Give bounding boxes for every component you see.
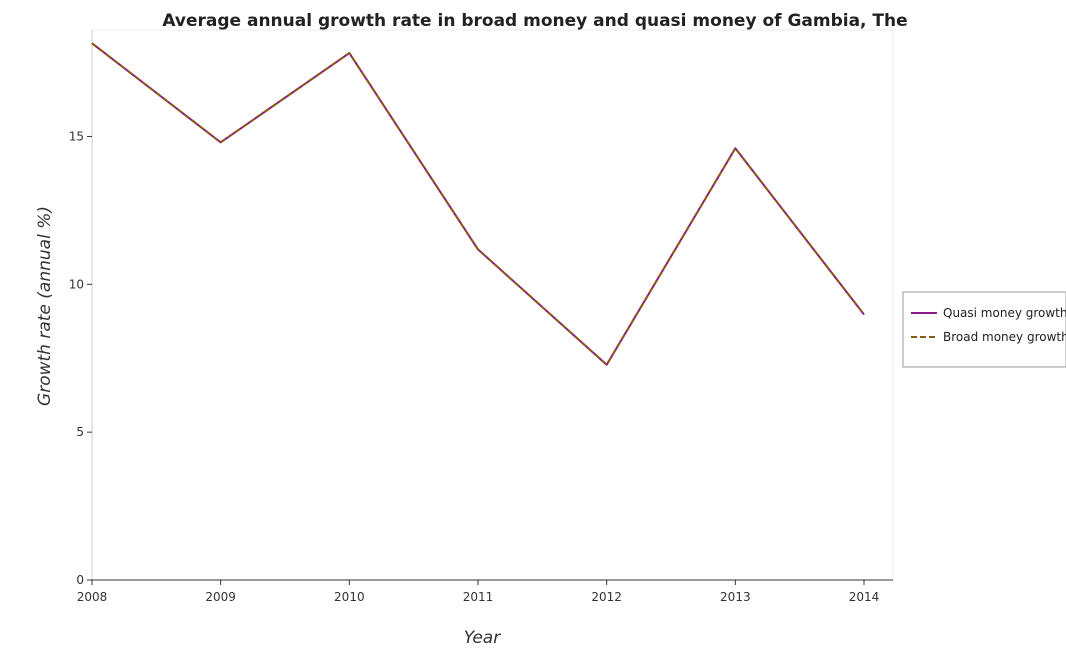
x-tick-label: 2014 <box>849 590 880 604</box>
y-tick-label: 0 <box>76 573 84 587</box>
y-axis-title: Growth rate (annual %) <box>35 206 55 406</box>
y-tick-label: 5 <box>76 425 84 439</box>
series-line-broad-money <box>91 42 865 366</box>
chart-title: Average annual growth rate in broad mone… <box>162 11 907 31</box>
x-tick-label: 2011 <box>463 590 494 604</box>
y-tick-label: 10 <box>69 277 84 291</box>
legend: Quasi money growth Broad money growth <box>902 291 1066 368</box>
legend-label-broad: Broad money growth <box>943 330 1066 344</box>
x-tick-label: 2010 <box>334 590 365 604</box>
x-tick-label: 2013 <box>720 590 751 604</box>
series-line-quasi-money <box>91 42 865 366</box>
y-tick-label: 15 <box>69 129 84 143</box>
x-axis-title: Year <box>464 628 501 648</box>
x-tick-label: 2008 <box>77 590 108 604</box>
x-tick-label: 2012 <box>591 590 622 604</box>
legend-box <box>902 291 1066 368</box>
series-layer <box>91 42 865 366</box>
y-axis-ticks: 0 5 10 15 <box>69 129 92 587</box>
legend-label-quasi: Quasi money growth <box>943 306 1066 320</box>
x-axis-ticks: 2008 2009 2010 2011 2012 2013 2014 <box>77 580 880 604</box>
x-tick-label: 2009 <box>205 590 236 604</box>
